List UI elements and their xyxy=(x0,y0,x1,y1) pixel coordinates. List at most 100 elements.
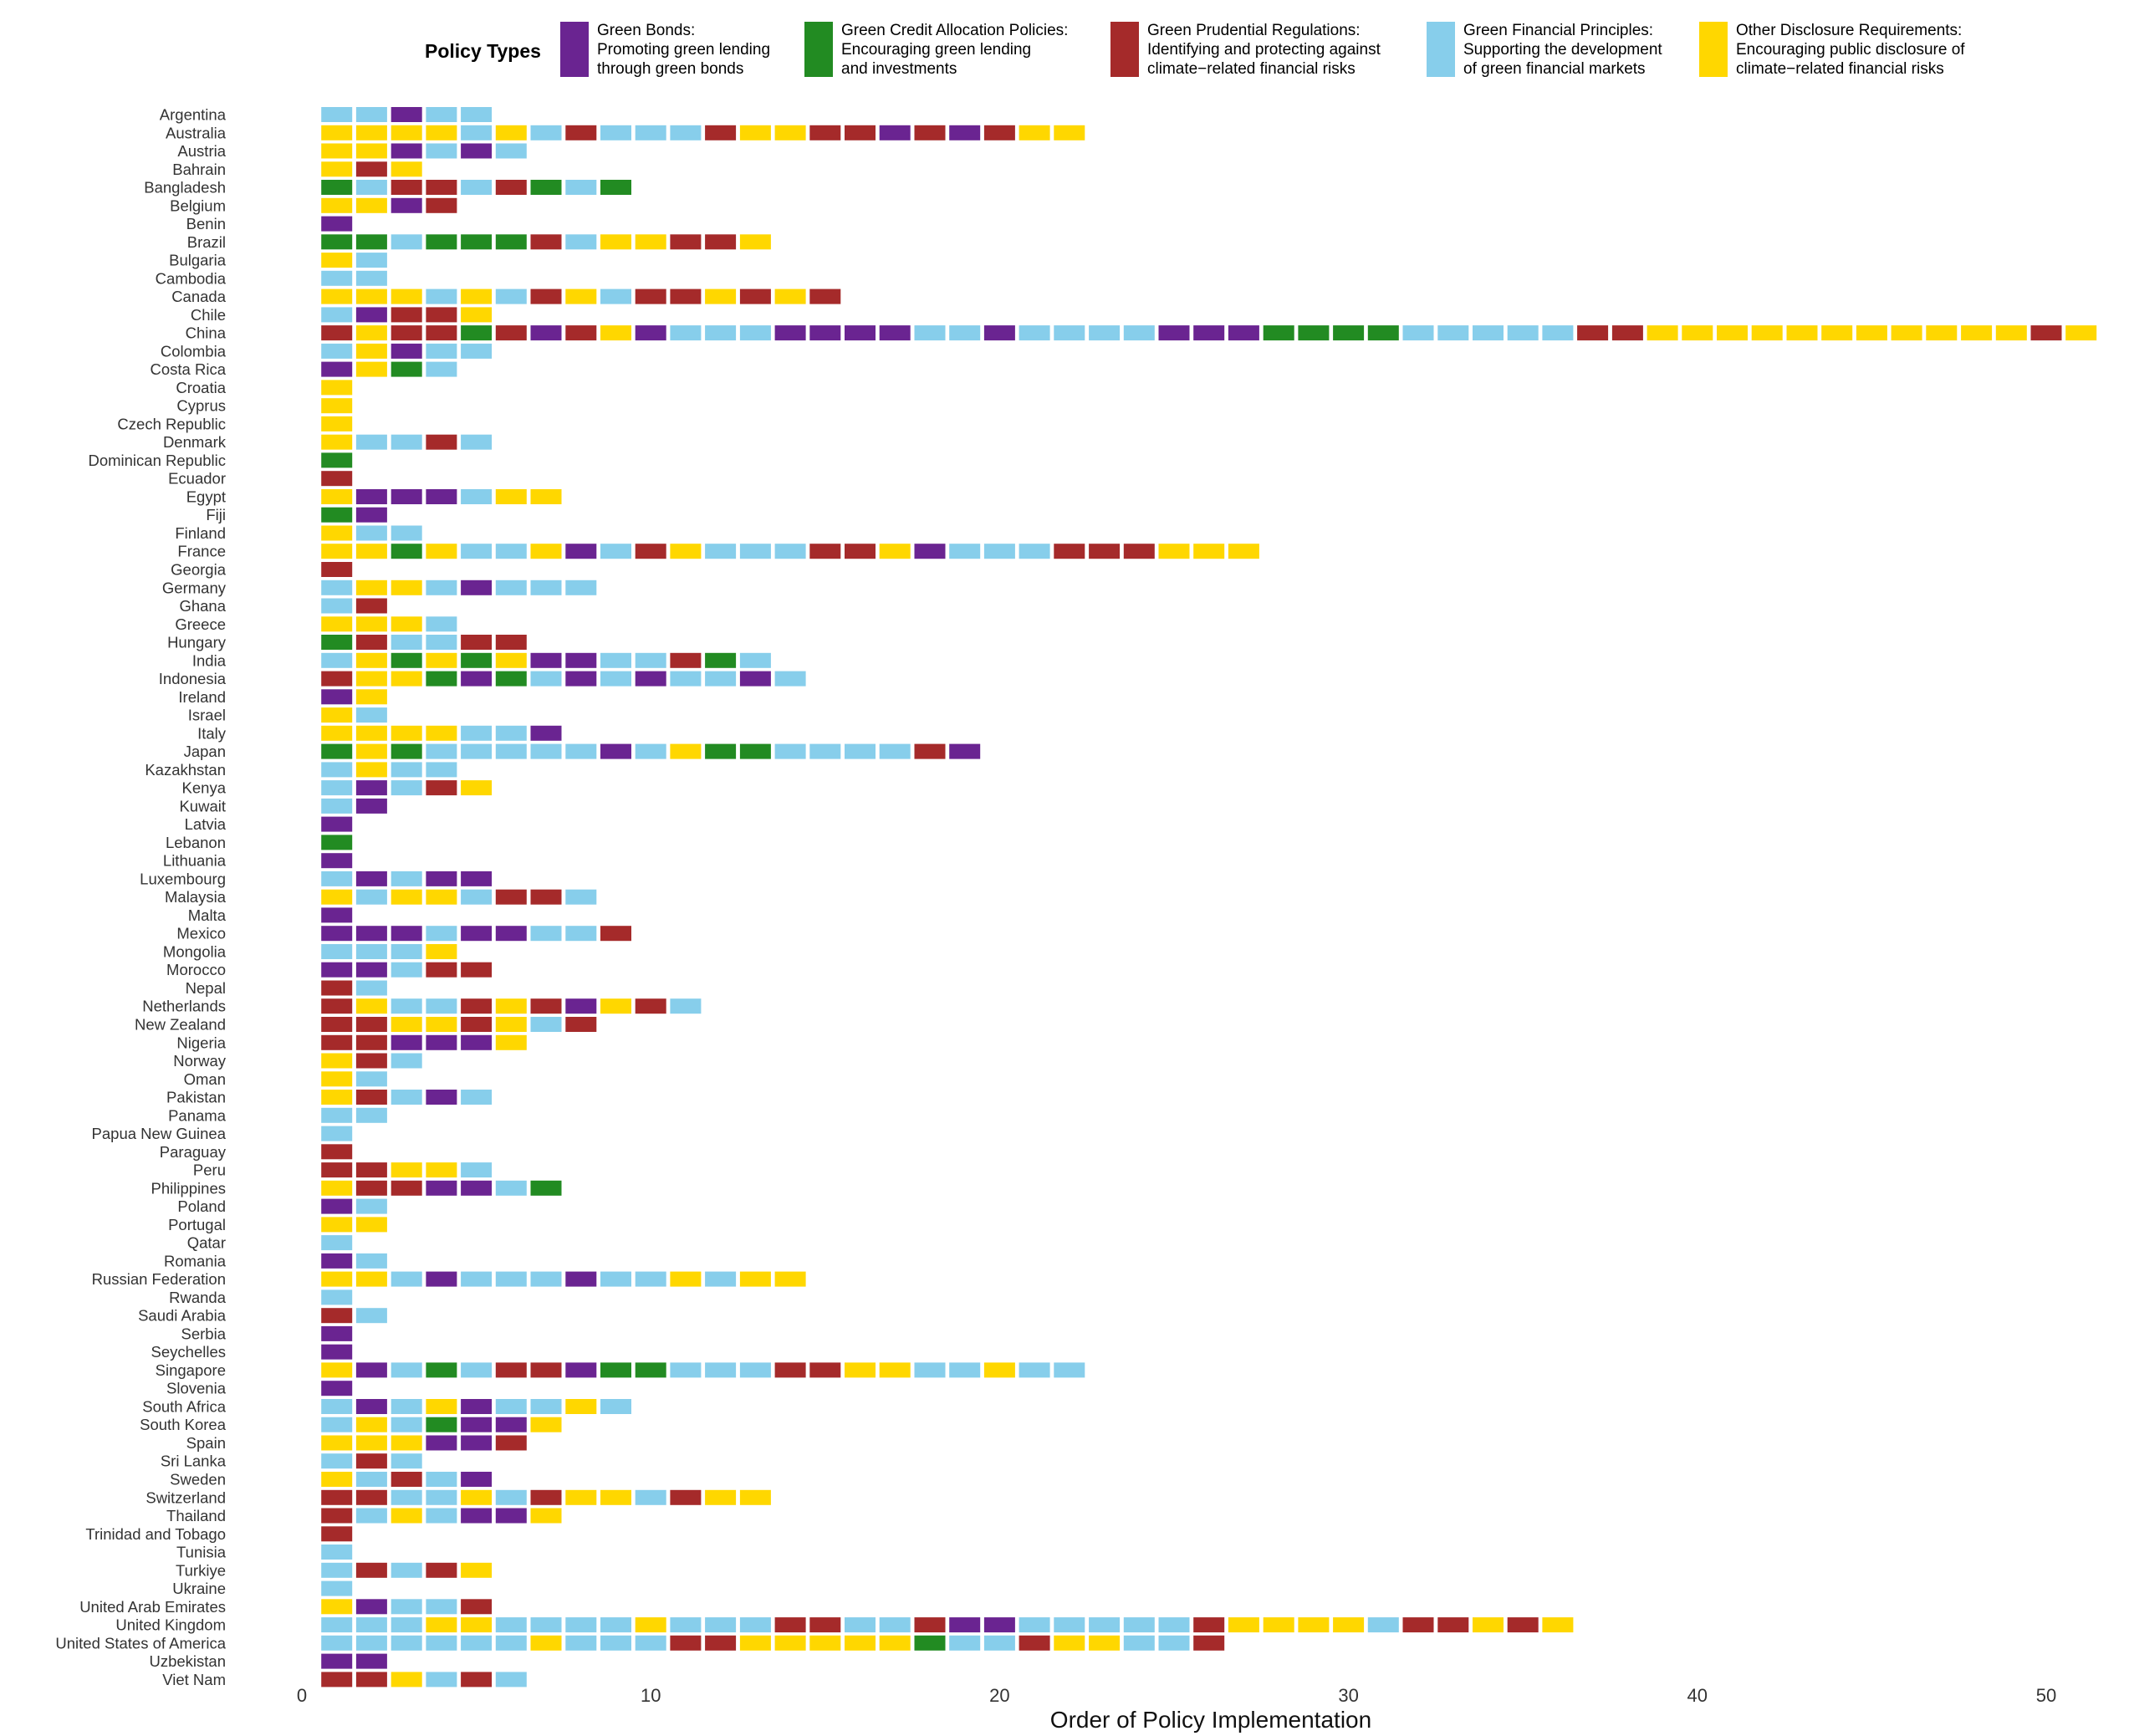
policy-cell xyxy=(530,743,562,759)
policy-cell xyxy=(321,1162,353,1178)
policy-cell xyxy=(391,343,422,359)
policy-cell xyxy=(321,725,353,741)
policy-cell xyxy=(1123,544,1155,559)
legend-label: of green financial markets xyxy=(1463,60,1646,78)
policy-cell xyxy=(565,180,597,195)
policy-cell xyxy=(495,1034,527,1050)
policy-cell xyxy=(845,544,876,559)
policy-cell xyxy=(355,434,387,450)
policy-cell xyxy=(1437,325,1469,341)
policy-cell xyxy=(530,1399,562,1414)
policy-cell xyxy=(355,1417,387,1432)
policy-cell xyxy=(495,652,527,668)
legend-swatch xyxy=(560,22,589,77)
policy-cell xyxy=(321,762,353,778)
policy-cell xyxy=(321,816,353,832)
policy-cell xyxy=(321,780,353,796)
country-label: Viet Nam xyxy=(162,1671,226,1688)
policy-cell xyxy=(1054,544,1085,559)
policy-cell xyxy=(1054,1362,1085,1378)
policy-cell xyxy=(774,125,806,140)
policy-cell xyxy=(879,1635,911,1651)
policy-cell xyxy=(1611,325,1643,341)
country-label: Thailand xyxy=(166,1507,226,1524)
policy-cell xyxy=(1961,325,1993,341)
policy-cell xyxy=(1542,325,1574,341)
policy-cell xyxy=(321,1235,353,1251)
policy-cell xyxy=(391,125,422,140)
policy-cell xyxy=(1019,325,1050,341)
policy-cell xyxy=(355,143,387,159)
policy-cell xyxy=(1891,325,1922,341)
policy-cell xyxy=(739,234,771,250)
policy-cell xyxy=(391,1508,422,1524)
policy-cell xyxy=(355,1562,387,1578)
policy-cell xyxy=(705,652,737,668)
policy-cell xyxy=(1786,325,1818,341)
legend-label: Identifying and protecting against xyxy=(1147,41,1381,59)
policy-cell xyxy=(774,544,806,559)
policy-cell xyxy=(845,743,876,759)
country-label: Georgia xyxy=(171,561,227,579)
policy-cell xyxy=(1123,1635,1155,1651)
policy-cell xyxy=(426,926,457,942)
legend-label: Promoting green lending xyxy=(597,41,770,59)
policy-cell xyxy=(530,1180,562,1196)
country-label: Ukraine xyxy=(172,1580,226,1597)
policy-cell xyxy=(355,962,387,978)
policy-cell xyxy=(355,1180,387,1196)
policy-cell xyxy=(355,944,387,959)
policy-cell xyxy=(705,743,737,759)
policy-cell xyxy=(461,1417,493,1432)
policy-cell xyxy=(739,325,771,341)
country-label: Indonesia xyxy=(159,670,227,687)
policy-cell xyxy=(949,1362,981,1378)
policy-cell xyxy=(1019,125,1050,140)
policy-cell xyxy=(845,1362,876,1378)
policy-cell xyxy=(1054,125,1085,140)
policy-cell xyxy=(1193,544,1225,559)
policy-cell xyxy=(355,307,387,323)
policy-cell xyxy=(461,489,493,504)
policy-cell xyxy=(635,1617,666,1633)
policy-cell xyxy=(321,1580,353,1596)
policy-cell xyxy=(530,544,562,559)
policy-cell xyxy=(635,325,666,341)
policy-cell xyxy=(355,1017,387,1032)
policy-cell xyxy=(1158,1635,1190,1651)
policy-cell xyxy=(914,544,946,559)
policy-cell xyxy=(565,580,597,595)
policy-cell xyxy=(355,1472,387,1487)
policy-cell xyxy=(426,234,457,250)
policy-cell xyxy=(321,380,353,396)
policy-cell xyxy=(391,1672,422,1687)
legend-label: Green Credit Allocation Policies: xyxy=(841,22,1068,39)
legend: Policy Types Green Bonds: Promoting green… xyxy=(425,22,1965,78)
policy-cell xyxy=(321,270,353,286)
policy-cell xyxy=(1019,1635,1050,1651)
policy-cell xyxy=(321,889,353,905)
policy-cell xyxy=(355,1253,387,1269)
policy-cell xyxy=(321,980,353,996)
policy-cell xyxy=(355,288,387,304)
policy-cell xyxy=(461,1034,493,1050)
policy-cell xyxy=(391,544,422,559)
policy-cell xyxy=(391,652,422,668)
policy-cell xyxy=(321,944,353,959)
policy-cell xyxy=(426,1271,457,1287)
policy-cell xyxy=(391,1489,422,1505)
policy-cell xyxy=(321,580,353,595)
policy-cell xyxy=(2065,325,2097,341)
policy-cell xyxy=(983,1362,1015,1378)
policy-cell xyxy=(355,1034,387,1050)
policy-cell xyxy=(355,1090,387,1105)
policy-cell xyxy=(1333,325,1365,341)
policy-cell xyxy=(495,288,527,304)
policy-cell xyxy=(391,197,422,213)
country-label: United States of America xyxy=(55,1634,226,1652)
legend-swatch xyxy=(1110,22,1139,77)
policy-cell xyxy=(426,762,457,778)
policy-cell xyxy=(321,671,353,687)
policy-cell xyxy=(426,962,457,978)
policy-cell xyxy=(530,1362,562,1378)
